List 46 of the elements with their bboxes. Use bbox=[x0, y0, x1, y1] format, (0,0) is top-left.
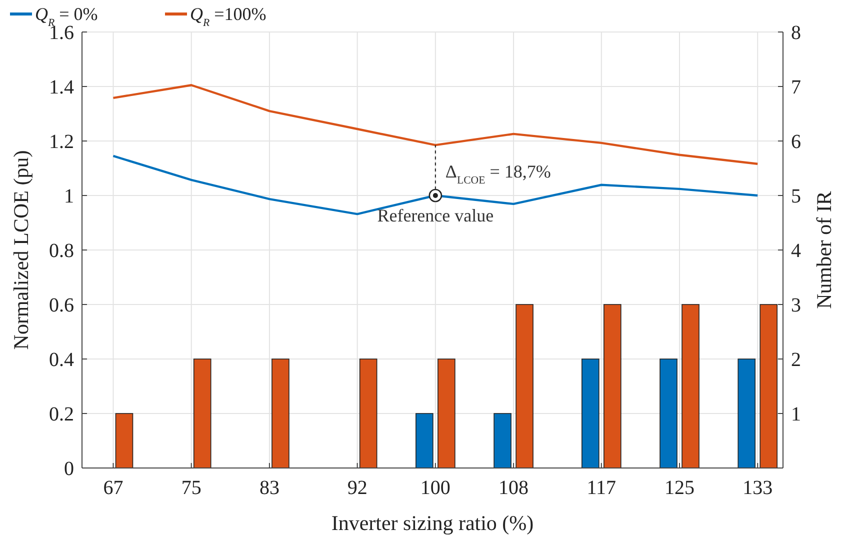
y2-tick-label: 5 bbox=[791, 186, 801, 208]
y2-tick-label: 1 bbox=[791, 404, 801, 426]
line-series bbox=[112, 84, 759, 165]
bar bbox=[660, 358, 678, 468]
y-tick-label: 0.8 bbox=[49, 240, 74, 262]
bar bbox=[760, 304, 778, 468]
x-tick-label: 92 bbox=[347, 477, 368, 499]
y2-tick-label: 2 bbox=[791, 349, 801, 371]
bar bbox=[582, 358, 600, 468]
legend-label: Q$_{R}$ =100% bbox=[190, 4, 266, 29]
y-tick-label: 0.4 bbox=[49, 349, 74, 371]
bar bbox=[359, 358, 378, 468]
x-tick-label: 100 bbox=[420, 477, 450, 499]
y-tick-label: 0 bbox=[64, 458, 74, 480]
x-axis-title: Inverter sizing ratio (%) bbox=[331, 511, 534, 535]
bar bbox=[738, 358, 756, 468]
y2-tick-label: 7 bbox=[791, 76, 801, 98]
bar bbox=[193, 358, 212, 468]
bar bbox=[682, 304, 700, 468]
y-tick-label: 0.2 bbox=[49, 404, 74, 426]
y2-tick-label: 4 bbox=[791, 240, 801, 262]
x-tick-label: 125 bbox=[664, 477, 695, 499]
x-tick-label: 108 bbox=[498, 477, 529, 499]
x-tick-label: 117 bbox=[586, 477, 616, 499]
bar bbox=[494, 413, 512, 468]
bar bbox=[604, 304, 622, 468]
x-tick-label: 75 bbox=[181, 477, 202, 499]
bar bbox=[438, 358, 456, 468]
annotation: Δ$_{LCOE}$ = 18,7% bbox=[445, 161, 551, 186]
bar bbox=[272, 358, 290, 468]
y-tick-label: 1.2 bbox=[49, 131, 74, 153]
y2-tick-label: 3 bbox=[791, 294, 801, 316]
y2-tick-label: 6 bbox=[791, 131, 801, 153]
y2-axis-title: Number of IR bbox=[812, 191, 836, 309]
bar bbox=[416, 413, 434, 468]
y2-tick-label: 8 bbox=[791, 22, 801, 44]
y-axis-title: Normalized LCOE (pu) bbox=[9, 150, 33, 350]
x-tick-label: 83 bbox=[259, 477, 280, 499]
annotation: Reference value bbox=[377, 206, 494, 226]
bar bbox=[115, 413, 134, 468]
x-tick-label: 67 bbox=[103, 477, 124, 499]
bar bbox=[516, 304, 534, 468]
x-tick-label: 133 bbox=[742, 477, 773, 499]
y-tick-label: 0.6 bbox=[49, 294, 74, 316]
y-tick-label: 1 bbox=[64, 186, 74, 208]
y-tick-label: 1.4 bbox=[49, 76, 74, 98]
